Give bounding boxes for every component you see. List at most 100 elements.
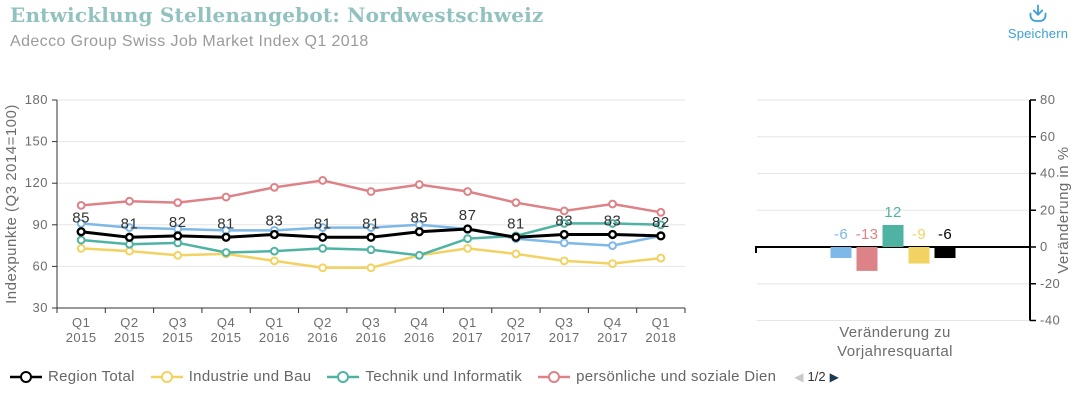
legend-item-region-total[interactable]: Region Total [10,368,135,385]
data-label: 81 [507,215,525,232]
data-point [269,246,279,256]
data-label: 83 [266,213,284,230]
data-point [463,187,473,196]
data-point [173,198,183,208]
x-tick-label: Q1 2017 [452,315,483,345]
x-tick-label: Q1 2016 [259,315,290,345]
data-point [318,176,328,185]
bar-y-tick-label: -20 [1040,276,1060,291]
legend-label: persönliche und soziale Dien [576,368,777,385]
bar-y-tick-label: 60 [1040,129,1055,144]
data-point [366,232,376,242]
data-point [318,263,328,273]
bar-y-tick-label: 0 [1040,239,1048,254]
data-point [511,232,521,242]
data-point [269,182,279,192]
data-point [269,229,279,240]
legend: Region Total Industrie und Bau Technik und… [10,368,839,385]
bar [856,247,878,271]
data-point [608,241,617,251]
legend-label: Technik und Informatik [365,368,523,385]
data-point [656,253,666,263]
legend-marker-icon [538,370,571,383]
x-tick-label: Q1 2015 [66,315,97,345]
legend-label: Region Total [48,368,135,385]
data-label: 81 [314,215,332,232]
legend-item-technik-und-informatik[interactable]: Technik und Informatik [327,368,522,385]
legend-marker-icon [327,370,360,383]
data-label: 85 [410,210,428,227]
data-point [366,245,376,255]
data-point [269,256,279,266]
data-point [463,243,473,253]
page-title: Entwicklung Stellenangebot: Nordwestschw… [10,3,544,27]
legend-prev-icon[interactable]: ◀ [794,369,804,384]
data-label: 81 [362,215,380,232]
data-point [318,243,328,253]
data-point [608,219,617,228]
x-tick-label: Q2 2017 [500,315,531,345]
data-label: 81 [217,215,235,232]
data-point [414,180,424,189]
data-point [76,227,86,237]
x-tick-label: Q2 2015 [114,315,145,345]
data-point [559,206,569,216]
data-point [76,235,86,245]
bar-value-label: -6 [834,226,848,243]
y-tick-label: 120 [25,175,48,190]
data-point [559,229,569,240]
line-chart: 30 60 90 120 150 180 Q1 2015 Q2 2015 Q3 2015 Q4 2015 Q… [3,92,686,345]
data-point [366,223,376,232]
x-tick-label: Q4 2017 [597,315,628,345]
legend-item-industrie-und-bau[interactable]: Industrie und Bau [150,368,312,385]
x-tick-label: Q3 2017 [549,315,580,345]
data-point [221,192,231,202]
x-tick-label: Q3 2015 [162,315,193,345]
x-tick-label: Q1 2018 [645,315,676,345]
data-point [559,256,569,266]
data-point [125,223,134,232]
data-point [173,250,183,260]
bar-y-tick-label: 40 [1040,166,1055,181]
series-region-total: 85 81 82 81 83 81 81 85 87 81 83 83 82 [72,207,670,242]
data-point [608,259,617,269]
bar [908,247,930,264]
data-label: 85 [72,210,90,227]
data-point [173,231,183,241]
legend-label: Industrie und Bau [188,368,312,385]
save-button[interactable]: Speichern [1002,4,1074,41]
data-point [656,231,666,241]
bar [934,247,956,259]
bar-y-tick-label: -40 [1040,313,1060,328]
page-subtitle: Adecco Group Swiss Job Market Index Q1 2… [10,33,369,50]
bar [882,224,904,247]
data-label: 82 [652,214,670,231]
data-point [463,224,473,234]
bar-value-label: 12 [884,204,901,221]
bar-value-label: -6 [938,226,952,243]
y-tick-label: 150 [25,134,48,149]
line-chart-y-title: Indexpunkte (Q3 2014=100) [3,104,20,304]
legend-next-icon[interactable]: ▶ [829,369,839,384]
data-point [76,219,86,228]
data-point [656,207,666,217]
series-pers-nliche-und-soziale-dien [76,176,666,217]
data-point [607,229,618,240]
bar-value-label: -9 [912,226,926,243]
bar-y-tick-label: 20 [1040,202,1055,217]
y-tick-label: 60 [33,258,48,273]
download-icon [1029,4,1047,22]
data-point [559,238,569,248]
data-point [414,250,424,260]
data-point [559,219,569,228]
legend-item-pers-nliche-und-soziale-dien[interactable]: persönliche und soziale Dien [538,368,776,385]
bar-chart-y-title: Veränderung in % [1055,146,1072,273]
data-point [124,232,135,242]
data-point [511,249,521,259]
data-point [608,199,617,209]
x-tick-label: Q3 2016 [356,315,387,345]
bar-chart: -40 -20 0 20 40 60 80 -6 -13 12 -9 -6 Veränderung in… [755,92,1072,328]
bar [830,247,852,259]
legend-marker-icon [10,370,42,383]
